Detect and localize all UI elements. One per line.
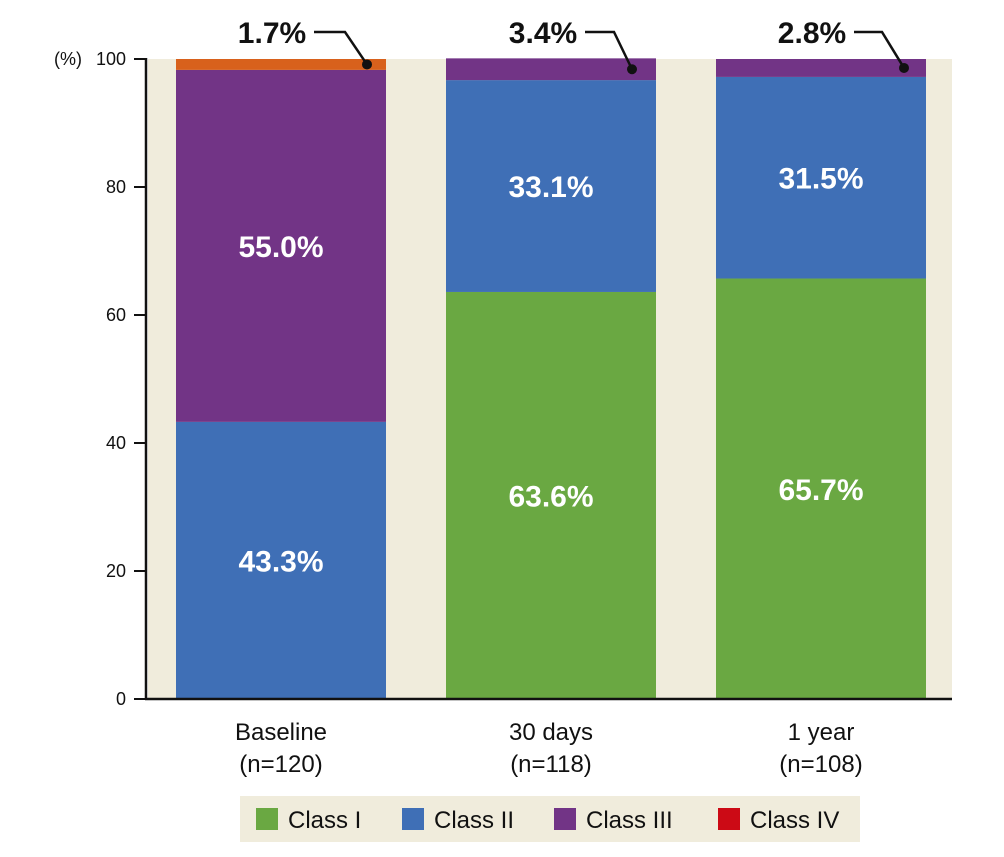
x-category-label: Baseline	[235, 719, 327, 746]
segment-value-label: 43.3%	[238, 545, 323, 578]
x-axis-labels: Baseline (n=120) 30 days (n=118) 1 year (n=10…	[235, 719, 863, 778]
bar-segment-class-iii	[176, 69, 386, 422]
bar-segment-class-ii	[446, 80, 656, 292]
callout-dot	[899, 62, 909, 73]
legend-swatch	[554, 808, 576, 830]
y-tick-label: 0	[116, 689, 126, 709]
legend-swatch	[718, 808, 740, 830]
segment-value-label: 63.6%	[508, 480, 593, 513]
callout-value-label: 1.7%	[238, 17, 306, 50]
segment-labels: 43.3% 55.0% 63.6% 33.1% 65.7% 31.5%	[238, 163, 863, 579]
bar-segment-class-ii	[716, 76, 926, 279]
callouts: 1.7% 3.4% 2.8%	[238, 17, 909, 75]
y-tick-label: 80	[106, 177, 126, 197]
legend-label: Class I	[288, 807, 361, 834]
legend-label: Class IV	[750, 807, 839, 834]
callout-leader-line	[854, 30, 906, 69]
callout-leader-line	[314, 30, 369, 66]
bar-segment-class-iii	[446, 58, 656, 81]
x-category-sublabel: (n=118)	[510, 751, 592, 778]
x-category-sublabel: (n=108)	[779, 751, 862, 778]
legend: Class I Class II Class III Class IV	[240, 796, 860, 842]
legend-label: Class III	[586, 807, 673, 834]
callout-value-label: 2.8%	[778, 17, 846, 50]
legend-swatch	[256, 808, 278, 830]
bar-segment-class-iii	[716, 59, 926, 77]
y-unit-label: (%)	[54, 49, 82, 69]
callout-dot	[627, 64, 637, 75]
segment-value-label: 31.5%	[778, 163, 863, 196]
legend-label: Class II	[434, 807, 514, 834]
legend-background	[240, 796, 860, 842]
y-tick-label: 40	[106, 433, 126, 453]
legend-swatch	[402, 808, 424, 830]
bars	[176, 58, 926, 699]
y-tick-label: 20	[106, 561, 126, 581]
bar-segment-class-ii	[176, 421, 386, 699]
segment-value-label: 33.1%	[508, 171, 593, 204]
callout-leader-line	[585, 30, 634, 70]
axes: 0 20 40 60 80 100 (%)	[54, 49, 952, 709]
segment-value-label: 55.0%	[238, 231, 323, 264]
x-category-label: 1 year	[788, 719, 855, 746]
x-category-label: 30 days	[509, 719, 593, 746]
bar-segment-class-i	[446, 291, 656, 699]
segment-value-label: 65.7%	[778, 474, 863, 507]
bar-segment-class-iv	[176, 59, 386, 70]
y-tick-label: 100	[96, 49, 126, 69]
bar-segment-class-i	[716, 278, 926, 699]
x-category-sublabel: (n=120)	[239, 751, 322, 778]
callout-dot	[362, 59, 372, 70]
callout-value-label: 3.4%	[509, 17, 577, 50]
y-tick-label: 60	[106, 305, 126, 325]
